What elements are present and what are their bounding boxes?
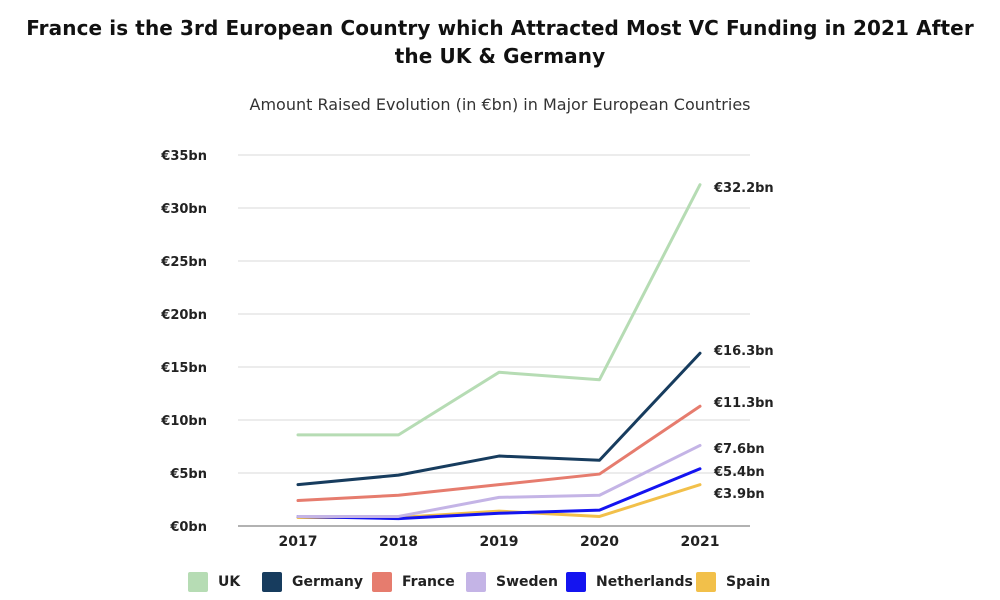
- y-tick-label: €35bn: [160, 149, 207, 164]
- legend-swatch: [696, 572, 716, 592]
- legend-swatch: [372, 572, 392, 592]
- legend-label: Sweden: [496, 574, 558, 590]
- x-tick-label: 2017: [279, 534, 318, 550]
- legend-item-uk: UK: [188, 568, 240, 596]
- y-tick-label: €25bn: [160, 255, 207, 270]
- series-line-sweden: [296, 443, 702, 518]
- y-tick-label: €20bn: [160, 308, 207, 323]
- chart-title: France is the 3rd European Country which…: [26, 16, 974, 68]
- legend-swatch: [188, 572, 208, 592]
- series-line-france: [296, 404, 702, 503]
- y-tick-label: €5bn: [169, 467, 207, 482]
- chart-legend: UK Germany France Sweden Netherlands Spain: [0, 568, 1000, 596]
- x-tick-label: 2021: [681, 534, 720, 550]
- legend-label: Netherlands: [596, 574, 693, 590]
- data-label: €16.3bn: [713, 344, 774, 359]
- legend-label: France: [402, 574, 455, 590]
- series-line-germany: [296, 351, 702, 487]
- legend-item-netherlands: Netherlands: [566, 568, 693, 596]
- data-label: €32.2bn: [713, 181, 774, 196]
- legend-item-spain: Spain: [696, 568, 770, 596]
- data-label: €5.4bn: [713, 465, 765, 480]
- data-label: €7.6bn: [713, 442, 765, 457]
- x-tick-label: 2020: [580, 534, 619, 550]
- y-tick-label: €0bn: [169, 520, 207, 535]
- legend-label: Germany: [292, 574, 364, 590]
- series-line-uk: [296, 183, 702, 437]
- x-tick-label: 2019: [480, 534, 519, 550]
- x-tick-label: 2018: [379, 534, 418, 550]
- legend-label: UK: [218, 574, 241, 590]
- y-tick-label: €15bn: [160, 361, 207, 376]
- legend-swatch: [566, 572, 586, 592]
- legend-item-germany: Germany: [262, 568, 363, 596]
- legend-item-sweden: Sweden: [466, 568, 558, 596]
- chart-subtitle: Amount Raised Evolution (in €bn) in Majo…: [249, 95, 751, 114]
- legend-swatch: [466, 572, 486, 592]
- y-tick-label: €30bn: [160, 202, 207, 217]
- legend-label: Spain: [726, 574, 771, 590]
- legend-item-france: France: [372, 568, 455, 596]
- data-label: €3.9bn: [713, 487, 765, 502]
- legend-swatch: [262, 572, 282, 592]
- data-label: €11.3bn: [713, 396, 774, 411]
- y-tick-label: €10bn: [160, 414, 207, 429]
